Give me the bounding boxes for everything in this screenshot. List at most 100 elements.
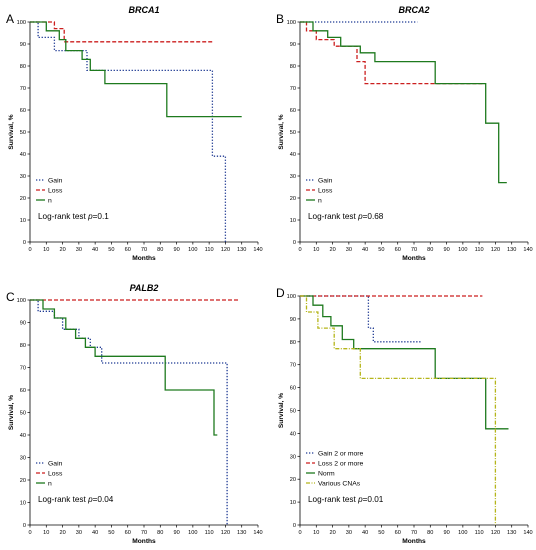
x-tick-label: 100	[188, 247, 197, 253]
y-tick-label: 100	[17, 20, 26, 26]
y-tick-label: 50	[20, 411, 26, 417]
annotation-stat: p	[357, 212, 363, 221]
series-line-n	[30, 299, 218, 436]
y-tick-label: 30	[20, 456, 26, 462]
legend-label: Gain	[48, 177, 63, 184]
series-line-various-cnas	[300, 295, 497, 525]
x-tick-label: 30	[76, 530, 82, 536]
x-tick-label: 0	[298, 530, 301, 536]
x-tick-label: 40	[362, 247, 368, 253]
x-tick-label: 120	[491, 530, 500, 536]
y-tick-label: 100	[287, 294, 296, 300]
x-tick-label: 0	[298, 247, 301, 253]
legend-label: Norm	[318, 470, 335, 477]
y-axis-title: Survival, %	[8, 114, 15, 149]
x-tick-label: 140	[523, 247, 532, 253]
legend-label: n	[48, 197, 52, 204]
legend-label: n	[48, 480, 52, 487]
x-tick-label: 0	[28, 530, 31, 536]
x-tick-label: 100	[458, 530, 467, 536]
x-axis-title: Months	[402, 255, 426, 262]
x-tick-label: 30	[346, 530, 352, 536]
x-tick-label: 50	[108, 247, 114, 253]
x-tick-label: 70	[141, 530, 147, 536]
y-tick-label: 0	[293, 240, 296, 246]
annotation-value: =0.04	[93, 495, 114, 504]
x-tick-label: 0	[28, 247, 31, 253]
x-tick-label: 50	[108, 530, 114, 536]
y-tick-label: 100	[17, 298, 26, 304]
x-tick-label: 100	[458, 247, 467, 253]
x-tick-label: 50	[378, 530, 384, 536]
annotation-stat: p	[87, 212, 93, 221]
panel-b: 0 10 20 30 40 50 60 70 80 90 100 110 120 130 140 0 10 20 3…	[276, 5, 533, 262]
x-tick-label: 20	[329, 247, 335, 253]
legend-label: n	[318, 197, 322, 204]
x-tick-label: 70	[411, 247, 417, 253]
x-tick-label: 130	[237, 247, 246, 253]
panel-letter: C	[6, 290, 15, 304]
legend-label: Loss	[48, 187, 63, 194]
x-tick-label: 80	[157, 247, 163, 253]
y-tick-label: 80	[290, 64, 296, 70]
series-line-norm	[300, 295, 509, 430]
panel-letter: A	[6, 12, 14, 26]
y-tick-label: 30	[290, 174, 296, 180]
y-axis-title: Survival, %	[8, 395, 15, 430]
y-tick-label: 30	[20, 174, 26, 180]
y-tick-label: 60	[20, 388, 26, 394]
y-tick-label: 70	[290, 363, 296, 369]
series-line-gain	[30, 299, 228, 525]
y-tick-label: 70	[20, 366, 26, 372]
x-tick-label: 10	[313, 530, 319, 536]
y-axis-title: Survival, %	[278, 114, 285, 149]
y-tick-label: 50	[290, 130, 296, 136]
log-rank-annotation: Log-rank test p=0.04	[38, 495, 114, 504]
x-tick-label: 120	[491, 247, 500, 253]
y-tick-label: 60	[290, 108, 296, 114]
y-tick-label: 90	[20, 42, 26, 48]
annotation-value: =0.01	[363, 495, 384, 504]
log-rank-annotation: Log-rank test p=0.68	[308, 212, 384, 221]
y-tick-label: 40	[290, 152, 296, 158]
series-line-n	[300, 21, 507, 184]
annotation-value: =0.1	[93, 212, 110, 221]
x-tick-label: 30	[76, 247, 82, 253]
log-rank-annotation: Log-rank test p=0.01	[308, 495, 384, 504]
x-tick-label: 130	[507, 530, 516, 536]
x-tick-label: 10	[43, 247, 49, 253]
panel-a: 0 10 20 30 40 50 60 70 80 90 100 110 120 130 140 0 10 20 3…	[6, 5, 263, 262]
legend-label: Gain	[318, 177, 333, 184]
x-tick-label: 110	[475, 247, 484, 253]
y-tick-label: 10	[20, 218, 26, 224]
y-tick-label: 70	[290, 86, 296, 92]
y-tick-label: 0	[23, 523, 26, 529]
panel-c: 0 10 20 30 40 50 60 70 80 90 100 110 120 130 140 0 10 20 3…	[6, 283, 263, 545]
y-tick-label: 40	[290, 431, 296, 437]
y-tick-label: 50	[290, 409, 296, 415]
panel-title: PALB2	[130, 283, 159, 293]
x-tick-label: 80	[427, 530, 433, 536]
panel-title: BRCA1	[128, 5, 159, 15]
x-tick-label: 130	[237, 530, 246, 536]
y-tick-label: 30	[290, 454, 296, 460]
x-tick-label: 30	[346, 247, 352, 253]
y-tick-label: 90	[290, 317, 296, 323]
y-tick-label: 20	[290, 477, 296, 483]
y-tick-label: 10	[290, 500, 296, 506]
y-tick-label: 80	[20, 64, 26, 70]
legend-label: Loss 2 or more	[318, 460, 364, 467]
legend-label: Gain 2 or more	[318, 450, 364, 457]
x-tick-label: 70	[411, 530, 417, 536]
y-tick-label: 10	[20, 501, 26, 507]
legend-label: Various CNAs	[318, 480, 361, 487]
x-tick-label: 140	[253, 247, 262, 253]
legend-label: Gain	[48, 460, 63, 467]
x-tick-label: 60	[395, 530, 401, 536]
y-tick-label: 20	[20, 196, 26, 202]
y-tick-label: 90	[20, 321, 26, 327]
y-tick-label: 70	[20, 86, 26, 92]
y-tick-label: 60	[290, 386, 296, 392]
x-tick-label: 60	[395, 247, 401, 253]
